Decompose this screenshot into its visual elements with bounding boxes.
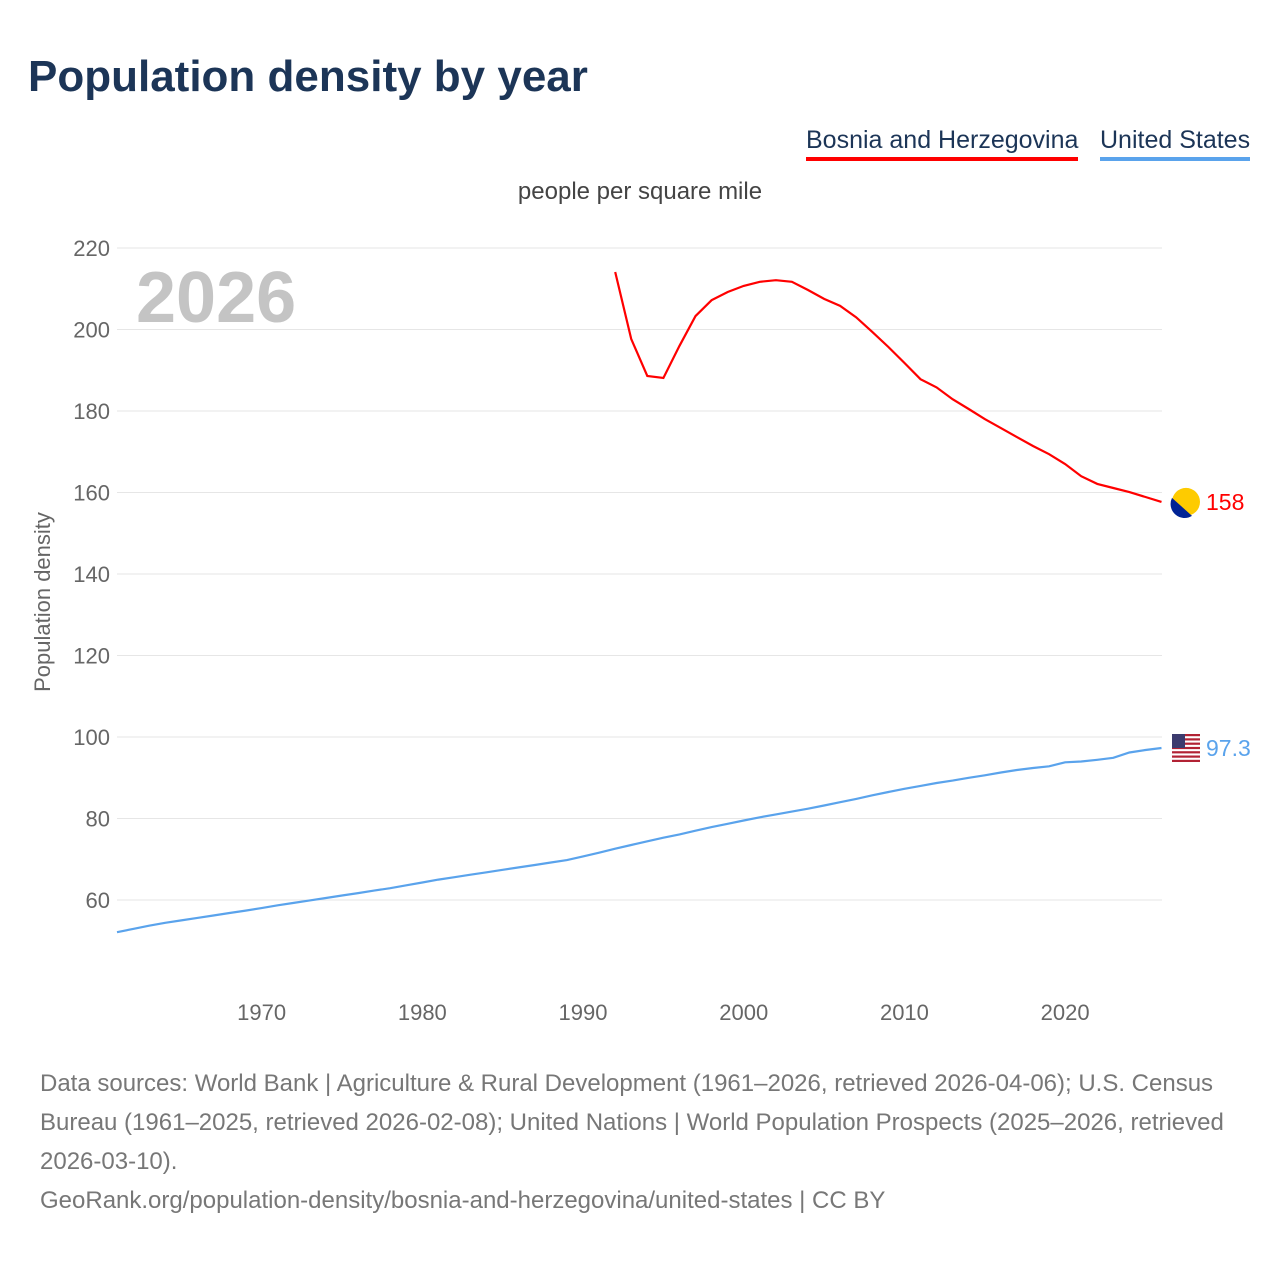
x-tick-label: 1990 bbox=[559, 1000, 608, 1025]
y-tick-label: 180 bbox=[73, 399, 110, 424]
x-tick-label: 2010 bbox=[880, 1000, 929, 1025]
us-flag-stripe bbox=[1172, 734, 1200, 737]
us-flag-stripe bbox=[1172, 742, 1200, 745]
y-tick-label: 80 bbox=[86, 807, 110, 832]
x-tick-label: 2000 bbox=[719, 1000, 768, 1025]
end-value-label: 97.3 bbox=[1206, 735, 1251, 761]
us-flag-stripe bbox=[1172, 738, 1200, 741]
x-tick-label: 1970 bbox=[237, 1000, 286, 1025]
source-link[interactable]: GeoRank.org/population-density/bosnia-an… bbox=[40, 1187, 886, 1214]
bosnia-flag-icon bbox=[1170, 497, 1192, 518]
us-flag-stripe bbox=[1172, 759, 1200, 763]
y-tick-label: 120 bbox=[73, 644, 110, 669]
year-watermark: 2026 bbox=[136, 258, 296, 338]
y-tick-label: 100 bbox=[73, 725, 110, 750]
chart-subtitle: people per square mile bbox=[517, 178, 763, 205]
us-flag-stripe bbox=[1172, 755, 1200, 758]
y-tick-label: 160 bbox=[73, 481, 110, 506]
chart: 60 80 100 120 140 160 180 200 220 1970 1980 1990 200… bbox=[30, 236, 1251, 1025]
x-tick-label: 2020 bbox=[1041, 1000, 1090, 1025]
series-line-united-states bbox=[116, 746, 1162, 934]
legend-united-states[interactable]: United States bbox=[1100, 126, 1251, 161]
y-axis-label: Population density bbox=[30, 512, 55, 692]
footer: Data sources: World Bank | Agriculture &… bbox=[40, 1064, 1250, 1220]
y-tick-label: 220 bbox=[73, 236, 110, 261]
data-sources: Data sources: World Bank | Agriculture &… bbox=[40, 1070, 1224, 1175]
us-flag-stripe bbox=[1172, 746, 1200, 750]
x-tick-label: 1980 bbox=[398, 1000, 447, 1025]
page-title: Population density by year bbox=[28, 52, 588, 101]
end-value-label: 158 bbox=[1206, 489, 1244, 515]
us-flag-stripe bbox=[1172, 751, 1200, 754]
y-tick-label: 60 bbox=[86, 888, 110, 913]
series-line-bosnia bbox=[614, 271, 1162, 503]
us-flag-canton bbox=[1172, 734, 1185, 749]
legend-bosnia[interactable]: Bosnia and Herzegovina bbox=[806, 126, 1079, 161]
y-tick-label: 200 bbox=[73, 318, 110, 343]
y-tick-label: 140 bbox=[73, 562, 110, 587]
